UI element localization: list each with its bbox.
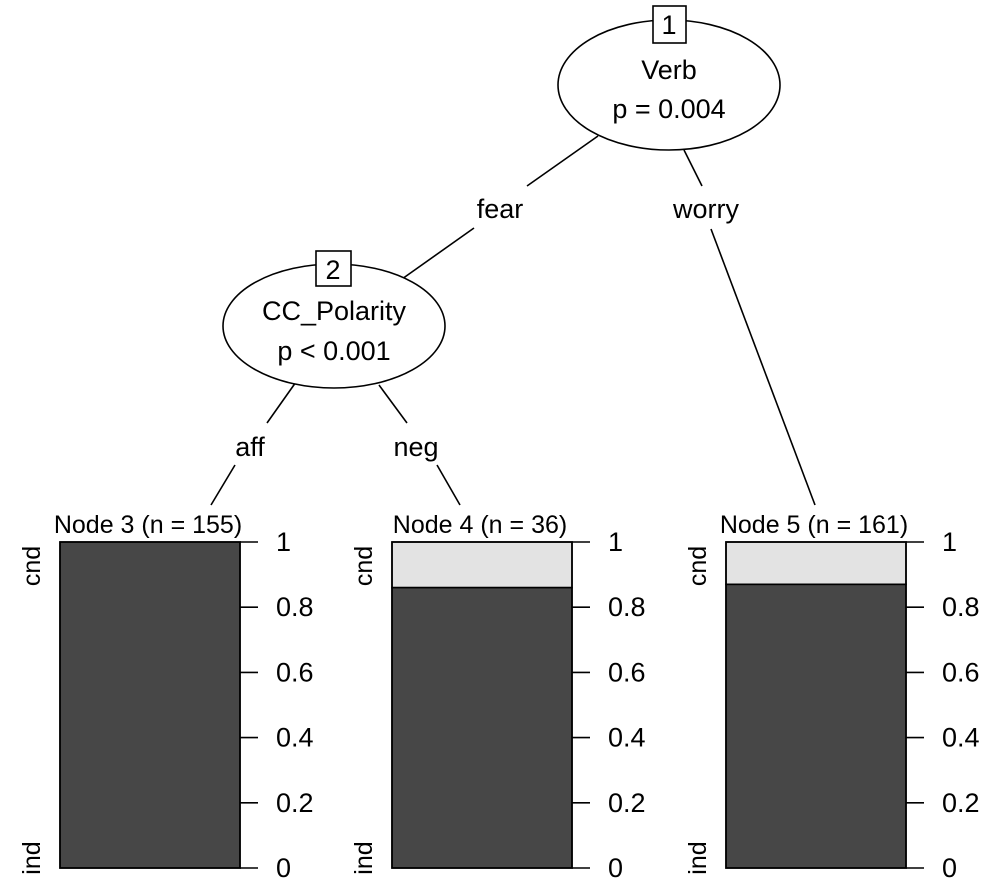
axis-tick-label: 0 xyxy=(276,853,291,883)
node-id-box xyxy=(652,5,687,44)
terminal-node-title: Node 5 (n = 161) xyxy=(720,511,908,539)
axis-tick-label: 0.2 xyxy=(942,788,980,818)
axis-tick-label: 0.4 xyxy=(608,723,646,753)
node-variable: CC_Polarity xyxy=(262,296,407,326)
edge-2-4-lower xyxy=(436,464,461,506)
category-label-ind: ind xyxy=(18,841,46,874)
axis-tick-label: 0.6 xyxy=(276,657,314,687)
axis-tick-label: 1 xyxy=(276,527,291,557)
category-label-cnd: cnd xyxy=(18,546,46,586)
inner-node-2: 2 CC_Polarity p < 0.001 xyxy=(222,250,446,389)
bar-frame xyxy=(59,541,241,869)
terminal-node-3: Node 3 (n = 155) ind cnd 0 0.2 0.4 0.6 0.8 1 xyxy=(18,511,314,883)
bar-segment-ind xyxy=(59,541,241,869)
edge-2-3 xyxy=(266,381,297,424)
node-id: 1 xyxy=(661,10,676,40)
edge-1-5-lower xyxy=(710,228,816,506)
axis-tick-label: 0.2 xyxy=(608,788,646,818)
node-id-box xyxy=(315,250,352,287)
node-p-value: p < 0.001 xyxy=(277,336,390,366)
axis-tick-label: 0.6 xyxy=(608,657,646,687)
category-label-ind: ind xyxy=(350,841,378,874)
edge-label-worry: worry xyxy=(672,194,739,224)
inner-node-1: 1 Verb p = 0.004 xyxy=(557,5,781,151)
edge-1-2-lower xyxy=(401,227,475,280)
axis-tick-label: 0.4 xyxy=(276,723,314,753)
axis-tick-label: 0.8 xyxy=(608,592,646,622)
category-label-cnd: cnd xyxy=(350,546,378,586)
terminal-node-4: Node 4 (n = 36) ind cnd 0 0.2 0.4 0.6 0.8 1 xyxy=(350,511,646,883)
node-p-value: p = 0.004 xyxy=(612,94,725,124)
terminal-node-5: Node 5 (n = 161) ind cnd 0 0.2 0.4 0.6 0.8 1 xyxy=(684,511,980,883)
category-label-cnd: cnd xyxy=(684,546,712,586)
edge-1-5 xyxy=(683,149,703,187)
axis-tick-label: 0 xyxy=(608,853,623,883)
bar-segment-cnd xyxy=(725,541,907,586)
axis-tick-label: 0.2 xyxy=(276,788,314,818)
bar-segment-ind xyxy=(391,586,573,869)
edge-label-neg: neg xyxy=(393,432,438,462)
axis-tick-label: 1 xyxy=(942,527,957,557)
axis-tick-label: 1 xyxy=(608,527,623,557)
edge-2-3-lower xyxy=(210,464,236,506)
axis-tick-label: 0.6 xyxy=(942,657,980,687)
bar-frame xyxy=(391,541,573,869)
edge-2-4 xyxy=(378,384,408,424)
axis-tick-label: 0.4 xyxy=(942,723,980,753)
edge-label-aff: aff xyxy=(235,432,265,462)
axis-tick-label: 0 xyxy=(942,853,957,883)
axis-tick-label: 0.8 xyxy=(942,592,980,622)
bar-segment-cnd xyxy=(391,541,573,589)
terminal-node-title: Node 3 (n = 155) xyxy=(54,511,242,539)
edge-label-fear: fear xyxy=(477,194,524,224)
terminal-node-title: Node 4 (n = 36) xyxy=(393,511,567,539)
node-id: 2 xyxy=(325,255,340,285)
bar-frame xyxy=(725,541,907,869)
edge-1-2 xyxy=(526,135,599,187)
axis-tick-label: 0.8 xyxy=(276,592,314,622)
category-label-ind: ind xyxy=(684,841,712,874)
bar-segment-ind xyxy=(725,583,907,869)
node-variable: Verb xyxy=(641,55,697,85)
